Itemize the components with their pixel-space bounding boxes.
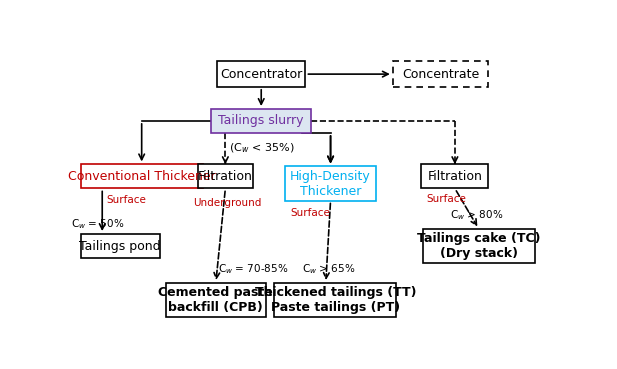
- FancyBboxPatch shape: [423, 229, 535, 263]
- Text: (C$_w$ < 35%): (C$_w$ < 35%): [228, 141, 294, 155]
- FancyBboxPatch shape: [285, 166, 376, 200]
- Text: Filtration: Filtration: [428, 170, 482, 183]
- Text: Tailings pond: Tailings pond: [80, 239, 161, 252]
- Text: C$_w$ > 65%: C$_w$ > 65%: [302, 262, 355, 276]
- FancyBboxPatch shape: [275, 283, 396, 317]
- Text: Tailings slurry: Tailings slurry: [218, 114, 304, 128]
- Text: C$_w$ > 80%: C$_w$ > 80%: [450, 208, 503, 222]
- Text: Tailings cake (TC)
(Dry stack): Tailings cake (TC) (Dry stack): [417, 232, 540, 260]
- FancyBboxPatch shape: [421, 164, 489, 189]
- Text: Surface: Surface: [426, 194, 466, 204]
- FancyBboxPatch shape: [211, 109, 312, 133]
- Text: Thickened tailings (TT)
Paste tailings (PT): Thickened tailings (TT) Paste tailings (…: [255, 286, 416, 314]
- FancyBboxPatch shape: [165, 283, 266, 317]
- Text: Surface: Surface: [290, 208, 330, 218]
- Text: High-Density
Thickener: High-Density Thickener: [290, 169, 371, 197]
- FancyBboxPatch shape: [217, 61, 305, 87]
- FancyBboxPatch shape: [198, 164, 253, 189]
- Text: Concentrator: Concentrator: [220, 68, 302, 80]
- Text: Concentrate: Concentrate: [402, 68, 479, 80]
- FancyBboxPatch shape: [393, 61, 489, 87]
- Text: Underground: Underground: [194, 198, 262, 208]
- FancyBboxPatch shape: [81, 164, 202, 189]
- FancyBboxPatch shape: [81, 234, 160, 258]
- Text: Surface: Surface: [106, 195, 146, 205]
- Text: Filtration: Filtration: [198, 170, 253, 183]
- Text: C$_w$ = 70-85%: C$_w$ = 70-85%: [218, 262, 289, 276]
- Text: Conventional Thickener: Conventional Thickener: [68, 170, 215, 183]
- Text: C$_w$ = 50%: C$_w$ = 50%: [71, 217, 125, 231]
- Text: Cemented paste
backfill (CPB): Cemented paste backfill (CPB): [159, 286, 273, 314]
